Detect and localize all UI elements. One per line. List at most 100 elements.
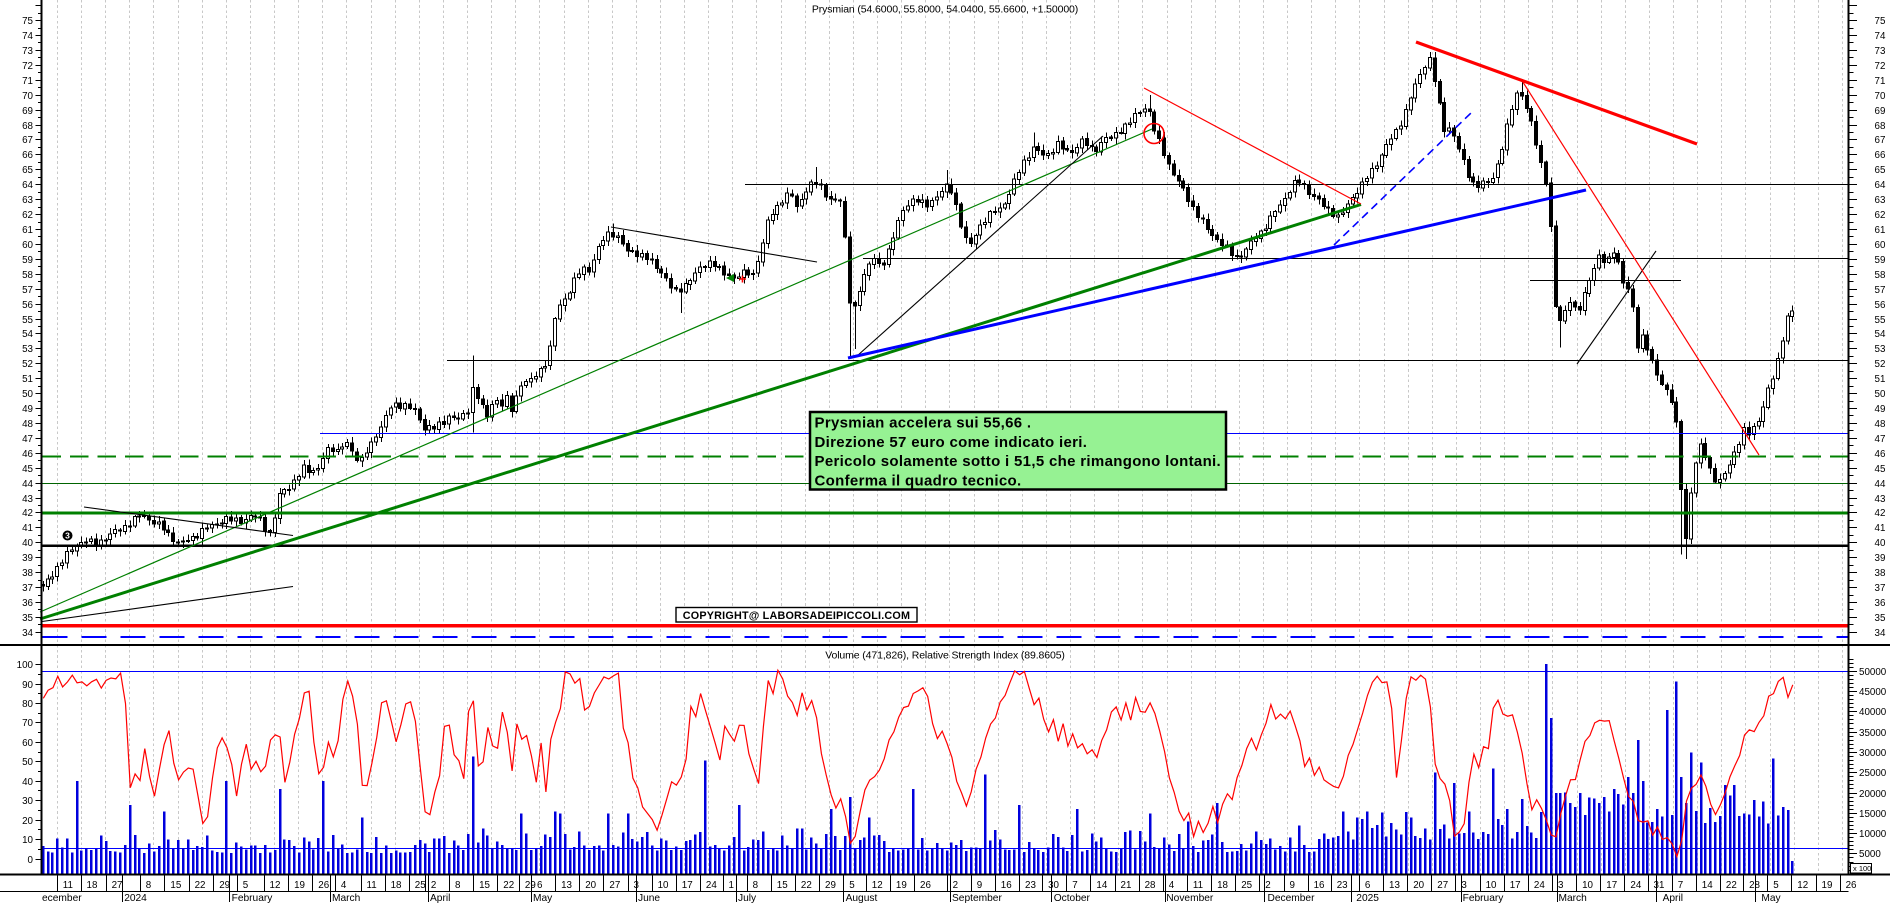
svg-text:3: 3 — [1461, 880, 1467, 891]
svg-text:30: 30 — [1048, 880, 1059, 891]
svg-text:2: 2 — [953, 880, 958, 891]
svg-text:14: 14 — [1702, 880, 1713, 891]
svg-text:19: 19 — [294, 880, 305, 891]
svg-text:36: 36 — [1875, 598, 1886, 609]
svg-text:10: 10 — [658, 880, 669, 891]
svg-text:7: 7 — [1678, 880, 1683, 891]
svg-text:15: 15 — [777, 880, 788, 891]
svg-text:59: 59 — [22, 255, 33, 266]
svg-text:53: 53 — [1875, 344, 1886, 355]
svg-text:50: 50 — [1875, 389, 1886, 400]
svg-text:22: 22 — [503, 880, 514, 891]
svg-text:60: 60 — [22, 738, 33, 749]
svg-text:10: 10 — [1486, 880, 1497, 891]
svg-text:24: 24 — [1630, 880, 1641, 891]
svg-text:49: 49 — [1875, 404, 1886, 415]
svg-text:12: 12 — [270, 880, 281, 891]
svg-text:70: 70 — [22, 718, 33, 729]
svg-text:Prysmian (54.6000, 55.8000, 54: Prysmian (54.6000, 55.8000, 54.0400, 55.… — [812, 4, 1078, 16]
svg-text:38: 38 — [1875, 568, 1886, 579]
svg-text:45000: 45000 — [1859, 687, 1887, 698]
svg-text:56: 56 — [22, 300, 33, 311]
svg-text:34: 34 — [22, 628, 33, 639]
svg-text:12: 12 — [1797, 880, 1808, 891]
svg-text:25: 25 — [415, 880, 426, 891]
svg-text:11: 11 — [367, 880, 377, 891]
svg-text:26: 26 — [1846, 880, 1857, 891]
svg-text:August: August — [846, 893, 878, 903]
svg-text:December: December — [1268, 893, 1316, 903]
svg-text:61: 61 — [22, 225, 33, 236]
svg-text:60: 60 — [1875, 240, 1886, 251]
svg-text:73: 73 — [1875, 46, 1886, 57]
svg-text:8: 8 — [146, 880, 152, 891]
svg-text:57: 57 — [1875, 285, 1886, 296]
svg-text:51: 51 — [1875, 374, 1886, 385]
svg-text:5: 5 — [1773, 880, 1779, 891]
svg-text:Pericolo solamente sotto i 51,: Pericolo solamente sotto i 51,5 che rima… — [815, 453, 1222, 470]
svg-text:69: 69 — [1875, 106, 1886, 117]
svg-text:64: 64 — [22, 180, 33, 191]
svg-text:8: 8 — [455, 880, 461, 891]
svg-text:13: 13 — [1389, 880, 1400, 891]
svg-text:34: 34 — [1875, 628, 1886, 639]
svg-text:April: April — [430, 893, 450, 903]
svg-text:52: 52 — [1875, 359, 1886, 370]
svg-text:63: 63 — [1875, 195, 1886, 206]
svg-text:80: 80 — [22, 699, 33, 710]
svg-text:40: 40 — [1875, 538, 1886, 549]
svg-text:44: 44 — [22, 479, 33, 490]
svg-text:Prysmian accelera sui 55,66 .: Prysmian accelera sui 55,66 . — [815, 415, 1032, 432]
svg-text:50: 50 — [22, 757, 33, 768]
svg-text:57: 57 — [22, 285, 33, 296]
svg-text:36: 36 — [22, 598, 33, 609]
svg-text:6: 6 — [1365, 880, 1371, 891]
svg-text:30000: 30000 — [1859, 748, 1887, 759]
svg-text:69: 69 — [22, 106, 33, 117]
svg-text:28: 28 — [1145, 880, 1156, 891]
svg-text:24: 24 — [1534, 880, 1545, 891]
svg-text:58: 58 — [22, 270, 33, 281]
svg-text:45: 45 — [22, 464, 33, 475]
svg-text:3: 3 — [634, 880, 640, 891]
svg-text:45: 45 — [1875, 464, 1886, 475]
svg-text:16: 16 — [1314, 880, 1325, 891]
svg-text:72: 72 — [22, 61, 33, 72]
svg-text:59: 59 — [1875, 255, 1886, 266]
svg-text:62: 62 — [22, 210, 33, 221]
svg-text:39: 39 — [1875, 553, 1886, 564]
svg-text:50: 50 — [22, 389, 33, 400]
svg-text:75: 75 — [22, 16, 33, 27]
svg-text:10000: 10000 — [1859, 829, 1887, 840]
svg-text:14: 14 — [1096, 880, 1107, 891]
svg-text:3: 3 — [1558, 880, 1564, 891]
svg-text:29: 29 — [525, 880, 536, 891]
svg-text:62: 62 — [1875, 210, 1886, 221]
svg-text:27: 27 — [1437, 880, 1448, 891]
svg-text:68: 68 — [1875, 121, 1886, 132]
svg-text:55: 55 — [1875, 315, 1886, 326]
svg-text:September: September — [952, 893, 1002, 903]
svg-text:11: 11 — [63, 880, 73, 891]
svg-text:40: 40 — [22, 777, 33, 788]
svg-text:9: 9 — [977, 880, 982, 891]
svg-text:46: 46 — [1875, 449, 1886, 460]
svg-text:66: 66 — [1875, 150, 1886, 161]
svg-text:10: 10 — [22, 835, 33, 846]
svg-text:15: 15 — [479, 880, 490, 891]
svg-text:47: 47 — [22, 434, 33, 445]
svg-text:61: 61 — [1875, 225, 1886, 236]
svg-text:July: July — [738, 893, 757, 903]
svg-text:68: 68 — [22, 121, 33, 132]
svg-text:72: 72 — [1875, 61, 1886, 72]
svg-text:5000: 5000 — [1859, 849, 1881, 860]
svg-text:37: 37 — [22, 583, 33, 594]
svg-text:0: 0 — [28, 855, 34, 866]
svg-text:29: 29 — [219, 880, 230, 891]
svg-text:39: 39 — [22, 553, 33, 564]
svg-text:37: 37 — [1875, 583, 1886, 594]
svg-text:74: 74 — [22, 31, 33, 42]
svg-text:29: 29 — [825, 880, 836, 891]
svg-text:15: 15 — [170, 880, 181, 891]
svg-text:October: October — [1054, 893, 1091, 903]
